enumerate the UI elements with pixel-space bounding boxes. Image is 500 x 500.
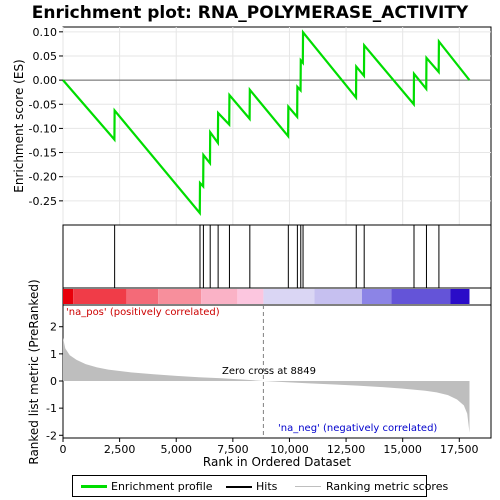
legend-ranking-metric: Ranking metric scores (326, 480, 449, 493)
neg-correlated-label: 'na_neg' (negatively correlated) (278, 423, 437, 434)
x-tick-label: 17,500 (440, 443, 479, 456)
x-tick-label: 12,500 (327, 443, 366, 456)
heatmap-segment (158, 289, 202, 304)
es-y-tick-label: -0.10 (29, 122, 57, 135)
legend: Enrichment profile Hits Ranking metric s… (72, 475, 448, 497)
heatmap-segment (63, 289, 74, 304)
enrichment-profile-swatch (81, 485, 107, 488)
x-tick-label: 2,500 (104, 443, 136, 456)
x-tick-label: 10,000 (270, 443, 309, 456)
zero-cross-label: Zero cross at 8849 (222, 366, 316, 377)
heatmap-panel (62, 287, 492, 306)
metric-panel-frame (62, 304, 492, 439)
es-y-tick-label: -0.05 (29, 98, 57, 111)
heatmap-segment (450, 289, 470, 304)
heatmap-segment (73, 289, 127, 304)
hits-panel (62, 224, 492, 289)
legend-hits: Hits (256, 480, 278, 493)
heatmap-segment (361, 289, 392, 304)
enrichment-profile-line (62, 29, 471, 216)
es-y-tick-label: 0.05 (33, 50, 58, 63)
heatmap-segment (237, 289, 264, 304)
metric-y-tick-label: -2 (46, 429, 57, 442)
heatmap-segment (201, 289, 238, 304)
x-tick-label: 15,000 (383, 443, 422, 456)
es-panel: 0.10 0.05 0.00 -0.05 -0.10 -0.15 -0.20 -0.25 (29, 26, 492, 226)
metric-y-tick-label: -1 (46, 402, 57, 415)
legend-enrichment-profile: Enrichment profile (111, 480, 213, 493)
heatmap-segment (391, 289, 451, 304)
hits-panel-frame (62, 224, 492, 289)
metric-y-tick-label: 2 (50, 321, 57, 334)
ranking-metric-area (63, 337, 470, 433)
es-y-tick-label: 0.00 (33, 74, 58, 87)
chart-title: Enrichment plot: RNA_POLYMERASE_ACTIVITY (32, 3, 469, 23)
metric-panel: 2 1 0 -1 -2 Zero cross at 8849 'na_pos' (pos… (46, 304, 492, 442)
x-tick-label: 0 (60, 443, 67, 456)
es-y-tick-label: -0.15 (29, 147, 57, 160)
es-y-tick-label: -0.20 (29, 171, 57, 184)
metric-y-tick-label: 1 (50, 348, 57, 361)
x-tick-label: 7,500 (217, 443, 249, 456)
hits-swatch (226, 486, 252, 488)
x-axis-title: Rank in Ordered Dataset (203, 455, 351, 469)
es-panel-frame (62, 26, 492, 226)
metric-y-axis-title: Ranked list metric (PreRanked) (27, 279, 41, 464)
heatmap-segment (126, 289, 159, 304)
ranking-metric-swatch (295, 486, 321, 487)
pos-correlated-label: 'na_pos' (positively correlated) (66, 307, 220, 318)
heatmap-segment (263, 289, 315, 304)
es-y-axis-title: Enrichment score (ES) (12, 59, 26, 192)
metric-y-tick-label: 0 (50, 375, 57, 388)
x-tick-label: 5,000 (160, 443, 192, 456)
es-y-tick-label: -0.25 (29, 195, 57, 208)
heatmap-segment (314, 289, 362, 304)
es-y-tick-label: 0.10 (33, 26, 58, 39)
